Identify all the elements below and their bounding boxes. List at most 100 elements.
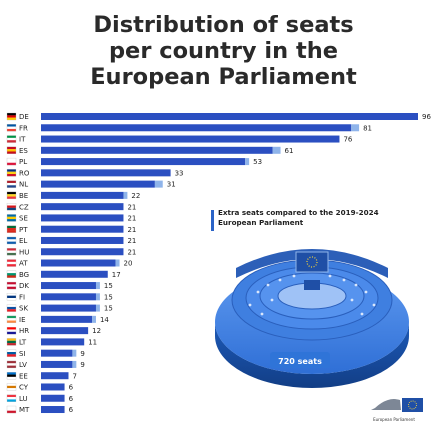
title-line-3: European Parliament: [90, 64, 357, 90]
category-label: EE: [19, 372, 28, 380]
bar-ee: [41, 372, 69, 380]
bar-ro: [41, 169, 171, 177]
value-label: 21: [127, 226, 136, 234]
ep-building-icon: [371, 395, 401, 410]
category-label: EL: [19, 237, 27, 245]
bar-row-ie: IE 14: [6, 315, 109, 324]
bar-be: [41, 191, 124, 199]
bar-si: [41, 349, 73, 357]
bar-lu: [41, 394, 65, 402]
value-label: 12: [92, 327, 101, 335]
bar-row-hr: HR 12: [6, 326, 101, 335]
bar-row-nl: NL 31: [6, 180, 176, 189]
title-line-2: per country in the: [108, 38, 339, 64]
flag-icon-lt: [6, 338, 17, 346]
category-label: HR: [19, 327, 29, 335]
category-label: PT: [19, 226, 28, 234]
category-label: LU: [19, 395, 28, 403]
value-label: 20: [124, 260, 133, 268]
total-seats-label: 720 seats: [278, 357, 322, 366]
bar-el: [41, 236, 124, 244]
bar-row-lu: LU 6: [6, 394, 74, 403]
bar-row-cy: CY 6: [6, 383, 74, 392]
bar-at: [41, 259, 116, 267]
value-label: 21: [127, 203, 136, 211]
value-label: 21: [127, 215, 136, 223]
category-label: SI: [19, 350, 26, 358]
value-label: 6: [69, 406, 74, 414]
bar-row-el: EL 21: [6, 236, 136, 245]
bar-row-si: SI 9: [6, 349, 85, 358]
value-label: 15: [104, 282, 113, 290]
bar-row-lt: LT 11: [6, 338, 97, 347]
bar-cz: [41, 203, 124, 211]
value-label: 76: [343, 136, 352, 144]
bar-mt: [41, 406, 65, 414]
flag-icon-hu: [6, 248, 17, 256]
flag-icon-mt: [6, 405, 17, 414]
bar-de: [41, 113, 418, 120]
flag-icon-fi: [6, 293, 17, 301]
flag-icon-lu: [6, 394, 17, 402]
legend-extra-seats-swatch: [211, 210, 214, 231]
category-label: LV: [19, 361, 27, 369]
bar-row-it: IT 76: [6, 135, 353, 144]
value-label: 6: [69, 395, 74, 403]
category-label: DK: [19, 282, 29, 290]
bar-row-sk: SK 15: [6, 304, 113, 313]
flag-icon-de: [6, 112, 17, 121]
value-label: 96: [422, 113, 431, 121]
bar-row-ee: EE 7: [6, 372, 77, 380]
bar-row-at: AT 20: [6, 259, 133, 268]
flag-icon-cy: [6, 383, 17, 391]
bar-extra-si: [72, 349, 77, 357]
bar-row-de: DE 96: [6, 112, 431, 121]
bar-row-mt: MT 6: [6, 405, 74, 414]
bar-extra-sk: [95, 304, 100, 312]
category-label: HU: [19, 248, 29, 256]
flag-icon-se: [6, 214, 17, 222]
category-label: FI: [19, 293, 25, 301]
value-label: 31: [167, 181, 176, 189]
bar-extra-dk: [95, 282, 100, 290]
bar-pt: [41, 225, 124, 233]
bar-lt: [41, 338, 85, 346]
bar-row-hu: HU 21: [6, 248, 136, 256]
category-label: AT: [19, 260, 28, 268]
total-seats-plate: [270, 352, 330, 368]
bar-lv: [41, 360, 73, 368]
bar-extra-fr: [351, 124, 360, 132]
flag-icon-ro: [6, 169, 17, 177]
bar-extra-es: [272, 146, 281, 154]
category-label: LT: [19, 339, 27, 347]
hemicycle-base-side: [215, 322, 409, 388]
bar-hr: [41, 327, 89, 335]
bar-row-bg: BG 17: [6, 270, 121, 279]
ep-logo-text: European Parliament: [373, 417, 415, 422]
flag-icon-lv: [6, 360, 17, 369]
bar-fr: [41, 124, 352, 132]
category-label: BG: [19, 271, 29, 279]
value-label: 53: [253, 158, 262, 166]
flag-icon-pt: [6, 225, 17, 233]
category-label: MT: [19, 406, 30, 414]
category-label: BE: [19, 192, 28, 200]
bar-row-lv: LV 9: [6, 360, 85, 369]
value-label: 17: [112, 271, 121, 279]
bar-sk: [41, 304, 96, 312]
bar-row-pl: PL 53: [6, 157, 262, 166]
flag-icon-it: [6, 135, 17, 143]
flag-icon-es: [6, 146, 17, 154]
value-label: 14: [100, 316, 109, 324]
category-label: SE: [19, 215, 28, 223]
flag-icon-el: [6, 236, 17, 245]
bar-extra-pl: [245, 158, 250, 166]
bar-extra-ie: [92, 315, 96, 323]
flag-icon-at: [6, 259, 17, 267]
bar-row-cz: CZ 21: [6, 203, 136, 211]
value-label: 9: [80, 350, 84, 358]
category-label: SK: [19, 305, 28, 313]
value-label: 22: [131, 192, 140, 200]
flag-icon-dk: [6, 281, 17, 290]
category-label: CZ: [19, 203, 29, 211]
